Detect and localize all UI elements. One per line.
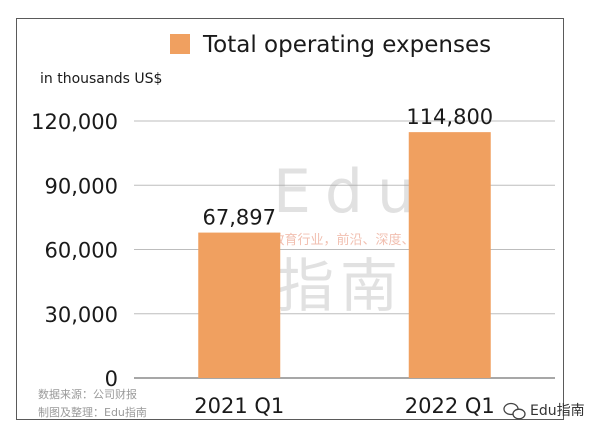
data-label: 114,800 — [406, 105, 493, 129]
legend-label: Total operating expenses — [202, 32, 491, 58]
bars — [198, 132, 491, 378]
y-axis-unit-label: in thousands US$ — [40, 71, 162, 87]
brand-name: Edu指南 — [530, 403, 585, 419]
y-tick-labels: 0 30,000 60,000 90,000 120,000 — [31, 110, 118, 391]
watermark-line2: 指南 — [276, 252, 404, 320]
watermark-line1: Edu — [273, 157, 429, 227]
data-labels: 67,897 114,800 — [203, 105, 494, 229]
y-tick-label: 0 — [105, 367, 118, 391]
y-tick-label: 120,000 — [31, 110, 118, 134]
brand-badge: Edu指南 — [503, 402, 585, 420]
x-tick-labels: 2021 Q1 2022 Q1 — [194, 394, 495, 418]
x-tick-label: 2022 Q1 — [405, 394, 495, 418]
source-line-2: 制图及整理：Edu指南 — [38, 405, 147, 419]
bar — [198, 232, 281, 378]
bar — [408, 132, 491, 378]
watermark: Edu 教育行业，前沿、深度、独家 指南 — [271, 157, 440, 320]
y-tick-label: 30,000 — [45, 303, 118, 327]
wechat-icon — [503, 402, 526, 420]
y-tick-label: 60,000 — [45, 239, 118, 263]
data-label: 67,897 — [203, 206, 276, 230]
y-tick-label: 90,000 — [45, 174, 118, 198]
legend-swatch — [170, 34, 190, 54]
watermark-tagline: 教育行业，前沿、深度、独家 — [271, 232, 440, 248]
legend: Total operating expenses — [170, 32, 491, 58]
source-line-1: 数据来源：公司财报 — [38, 387, 137, 401]
x-tick-label: 2021 Q1 — [194, 394, 284, 418]
